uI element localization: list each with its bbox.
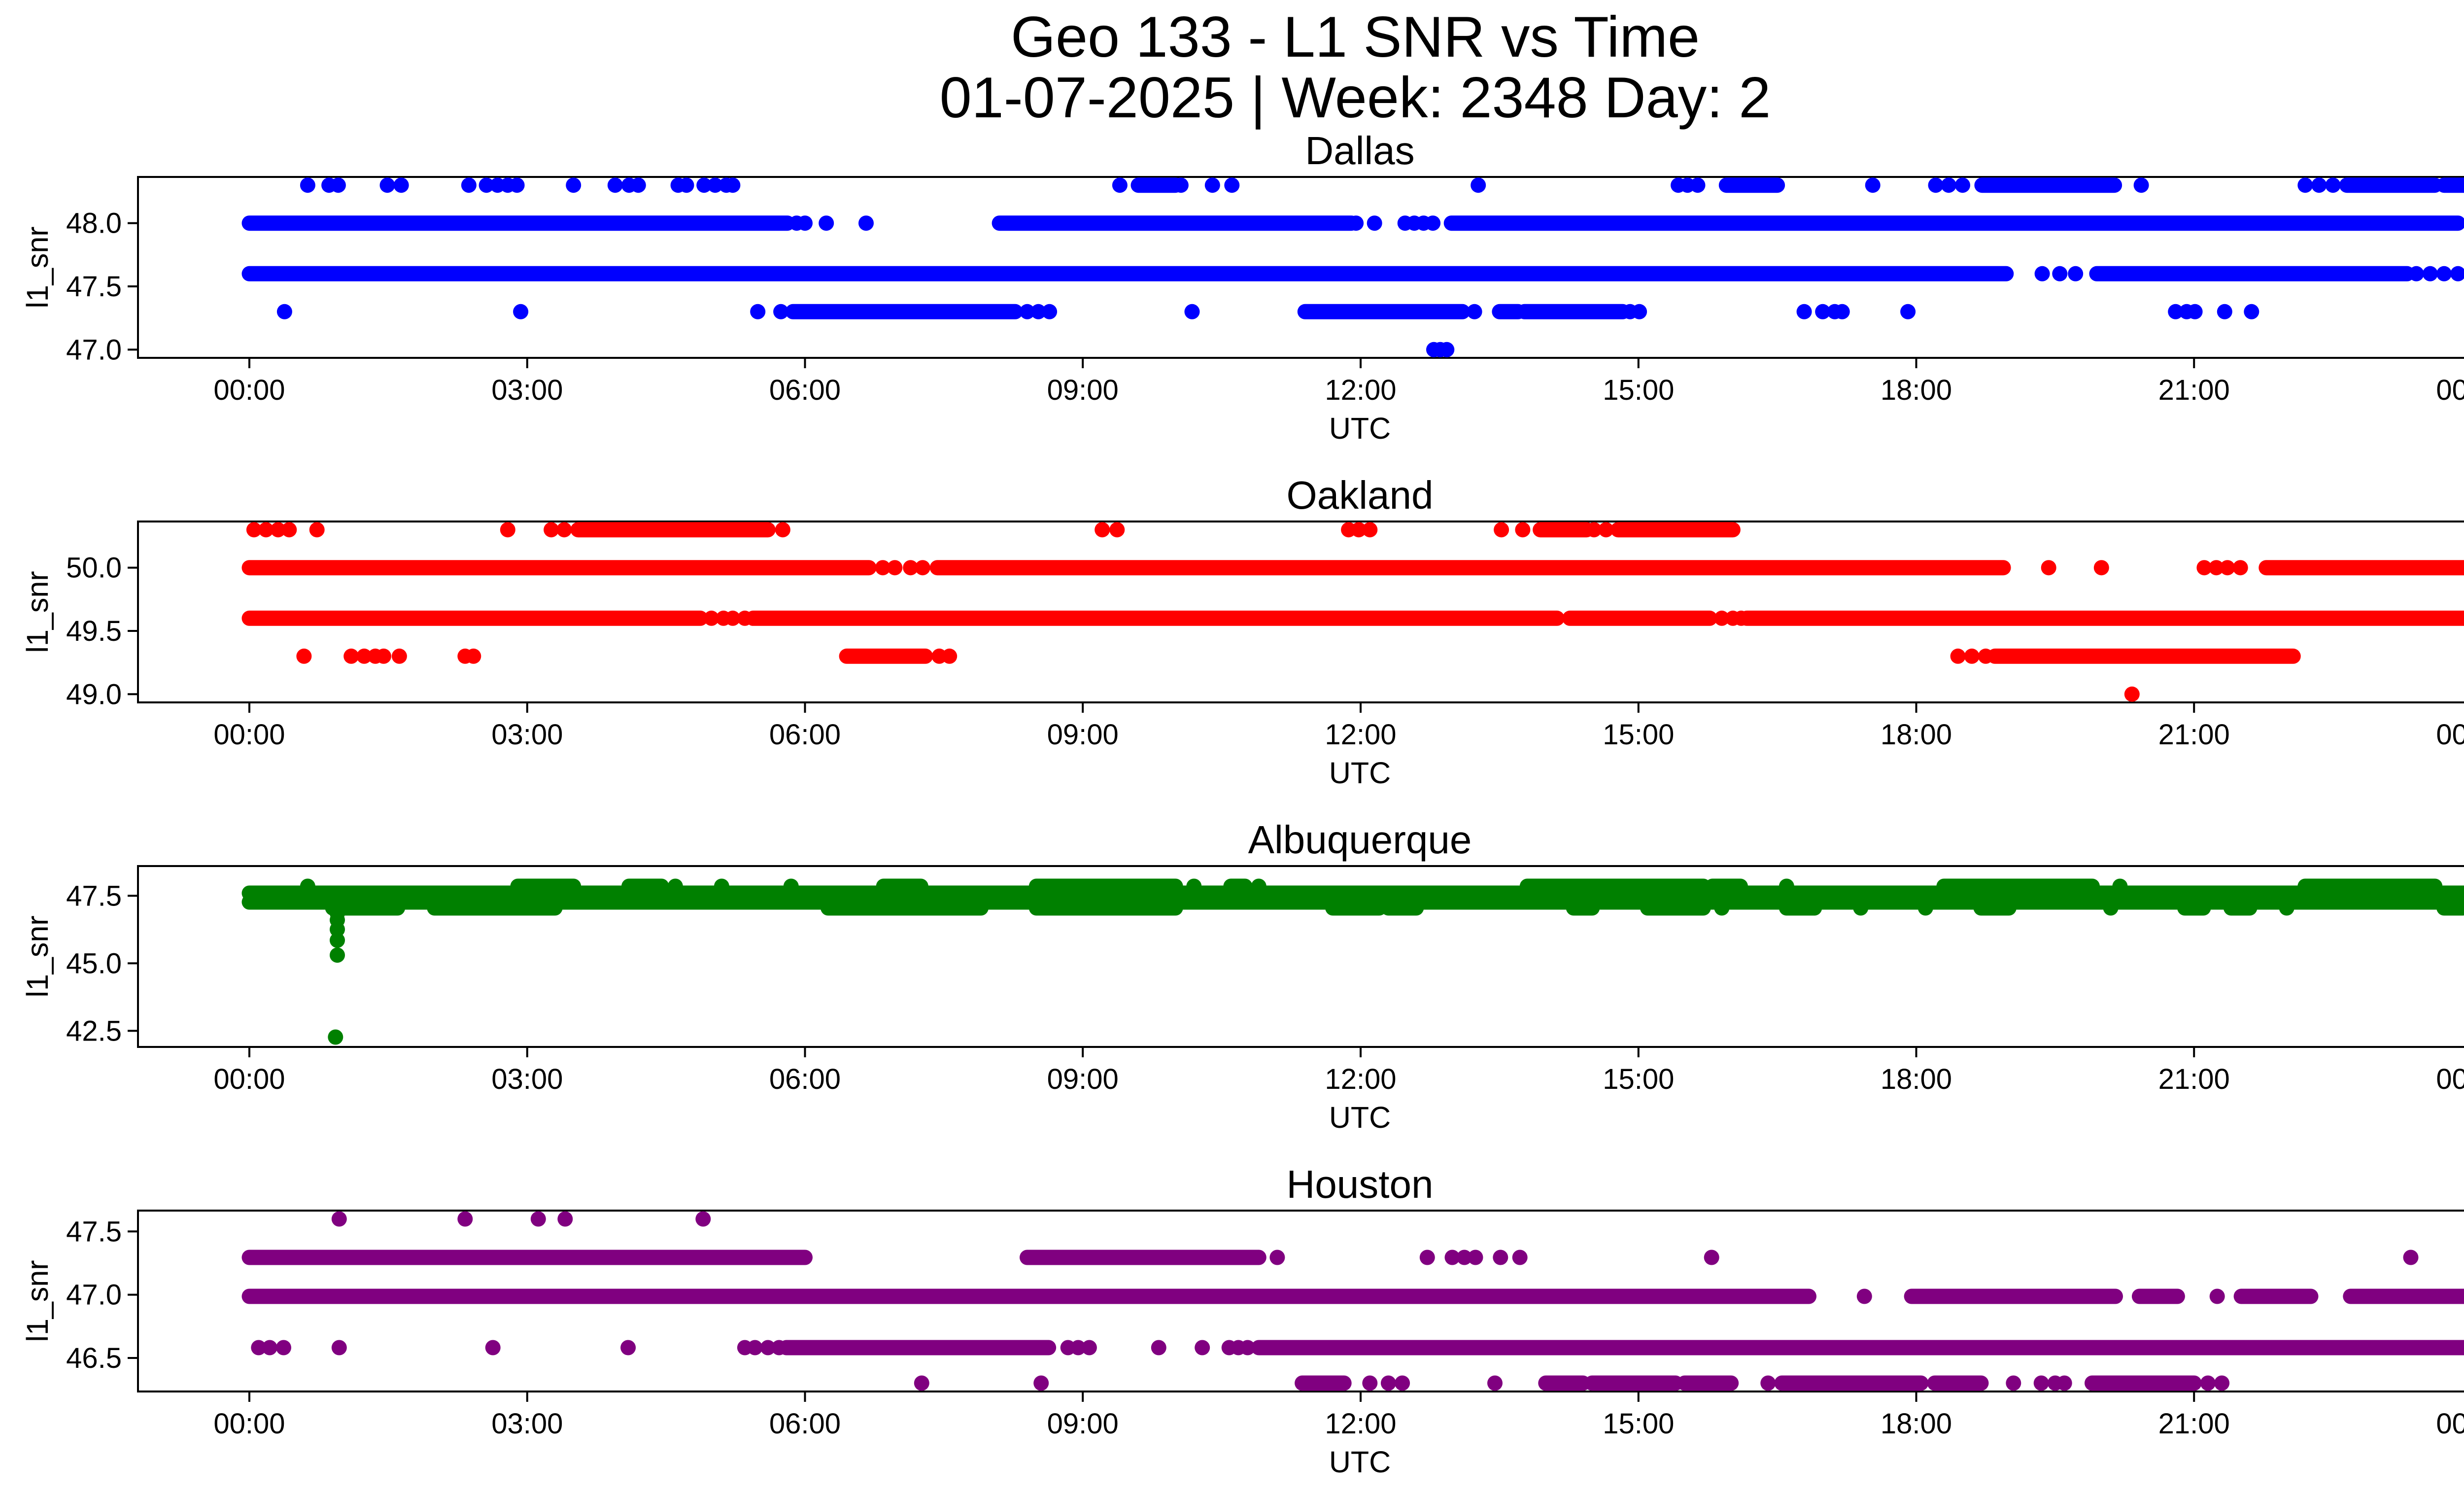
- svg-text:00:00: 00:00: [2436, 374, 2464, 406]
- svg-text:46.5: 46.5: [66, 1342, 122, 1374]
- svg-text:15:00: 15:00: [1603, 1063, 1674, 1095]
- svg-text:12:00: 12:00: [1325, 1408, 1396, 1440]
- svg-text:00:00: 00:00: [213, 374, 285, 406]
- svg-text:15:00: 15:00: [1603, 719, 1674, 751]
- svg-text:l1_snr: l1_snr: [21, 1260, 54, 1342]
- svg-text:47.5: 47.5: [66, 880, 122, 912]
- svg-text:18:00: 18:00: [1881, 374, 1952, 406]
- svg-text:UTC: UTC: [1329, 412, 1391, 445]
- svg-text:09:00: 09:00: [1047, 1408, 1119, 1440]
- svg-text:15:00: 15:00: [1603, 1408, 1674, 1440]
- svg-text:l1_snr: l1_snr: [21, 915, 54, 997]
- svg-text:UTC: UTC: [1329, 756, 1391, 790]
- svg-text:12:00: 12:00: [1325, 1063, 1396, 1095]
- svg-text:l1_snr: l1_snr: [21, 571, 54, 653]
- svg-text:l1_snr: l1_snr: [21, 226, 54, 308]
- svg-text:12:00: 12:00: [1325, 374, 1396, 406]
- svg-text:47.5: 47.5: [66, 271, 122, 303]
- svg-text:06:00: 06:00: [769, 1408, 841, 1440]
- svg-text:01-07-2025 | Week: 2348 Day: 2: 01-07-2025 | Week: 2348 Day: 2: [940, 65, 1771, 130]
- svg-text:21:00: 21:00: [2158, 1408, 2230, 1440]
- svg-text:06:00: 06:00: [769, 1063, 841, 1095]
- svg-text:06:00: 06:00: [769, 374, 841, 406]
- svg-text:12:00: 12:00: [1325, 719, 1396, 751]
- svg-text:21:00: 21:00: [2158, 1063, 2230, 1095]
- svg-text:09:00: 09:00: [1047, 374, 1119, 406]
- svg-text:42.5: 42.5: [66, 1015, 122, 1047]
- svg-text:18:00: 18:00: [1881, 719, 1952, 751]
- svg-text:03:00: 03:00: [491, 719, 563, 751]
- svg-text:Oakland: Oakland: [1287, 473, 1434, 517]
- svg-text:00:00: 00:00: [213, 1408, 285, 1440]
- svg-text:UTC: UTC: [1329, 1101, 1391, 1134]
- svg-text:Geo 133 - L1 SNR vs Time: Geo 133 - L1 SNR vs Time: [1011, 4, 1700, 69]
- svg-text:03:00: 03:00: [491, 374, 563, 406]
- svg-text:49.0: 49.0: [66, 678, 122, 710]
- svg-text:06:00: 06:00: [769, 719, 841, 751]
- svg-text:03:00: 03:00: [491, 1063, 563, 1095]
- svg-text:49.5: 49.5: [66, 615, 122, 647]
- svg-text:18:00: 18:00: [1881, 1063, 1952, 1095]
- svg-text:00:00: 00:00: [2436, 719, 2464, 751]
- svg-text:00:00: 00:00: [2436, 1408, 2464, 1440]
- svg-text:21:00: 21:00: [2158, 374, 2230, 406]
- svg-text:09:00: 09:00: [1047, 1063, 1119, 1095]
- svg-text:03:00: 03:00: [491, 1408, 563, 1440]
- svg-text:Houston: Houston: [1287, 1162, 1434, 1206]
- svg-text:18:00: 18:00: [1881, 1408, 1952, 1440]
- svg-text:50.0: 50.0: [66, 552, 122, 584]
- svg-text:UTC: UTC: [1329, 1445, 1391, 1479]
- svg-text:Dallas: Dallas: [1305, 129, 1414, 173]
- svg-text:47.5: 47.5: [66, 1216, 122, 1248]
- svg-text:00:00: 00:00: [2436, 1063, 2464, 1095]
- svg-text:00:00: 00:00: [213, 719, 285, 751]
- svg-text:00:00: 00:00: [213, 1063, 285, 1095]
- svg-text:15:00: 15:00: [1603, 374, 1674, 406]
- svg-text:47.0: 47.0: [66, 334, 122, 366]
- svg-text:Albuquerque: Albuquerque: [1248, 818, 1472, 862]
- svg-text:09:00: 09:00: [1047, 719, 1119, 751]
- svg-text:47.0: 47.0: [66, 1279, 122, 1311]
- svg-text:48.0: 48.0: [66, 208, 122, 240]
- svg-text:21:00: 21:00: [2158, 719, 2230, 751]
- svg-text:45.0: 45.0: [66, 947, 122, 979]
